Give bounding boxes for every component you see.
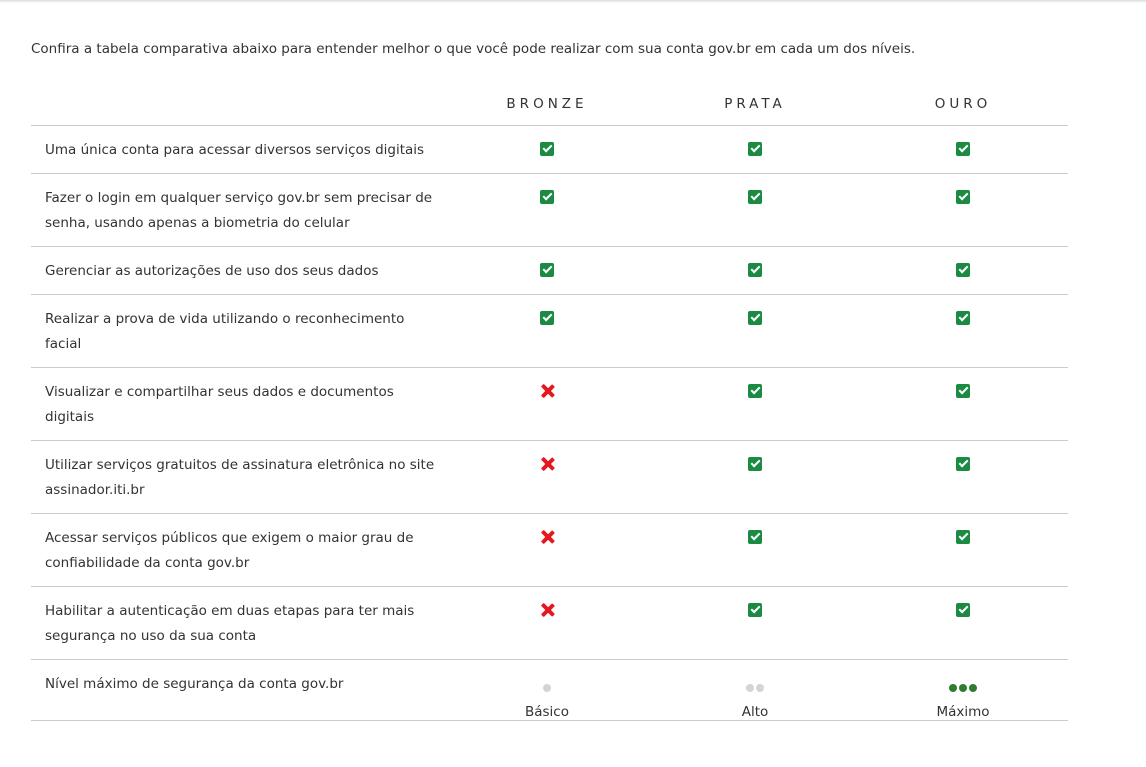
table-row: Visualizar e compartilhar seus dados e d… xyxy=(31,367,1068,441)
table-row: Fazer o login em qualquer serviço gov.br… xyxy=(31,173,1068,247)
cell-ouro xyxy=(859,513,1067,587)
security-dots xyxy=(443,683,651,694)
security-dots xyxy=(859,683,1067,694)
cell-ouro xyxy=(859,367,1067,441)
security-level-prata: Alto xyxy=(651,659,859,721)
check-square-icon xyxy=(748,383,762,398)
dot-icon xyxy=(756,683,764,692)
feature-label: Visualizar e compartilhar seus dados e d… xyxy=(31,367,443,441)
feature-label: Utilizar serviços gratuitos de assinatur… xyxy=(31,440,443,514)
check-square-icon xyxy=(748,602,762,617)
x-mark-icon xyxy=(539,456,555,472)
cell-bronze xyxy=(443,125,651,174)
check-square-icon xyxy=(748,310,762,325)
check-square-icon xyxy=(956,383,970,398)
feature-label: Fazer o login em qualquer serviço gov.br… xyxy=(31,173,443,247)
check-square-icon xyxy=(956,529,970,544)
dot-icon xyxy=(543,683,551,692)
cell-bronze xyxy=(443,246,651,295)
header-bronze: BRONZE xyxy=(443,84,651,126)
cell-bronze xyxy=(443,440,651,514)
cell-ouro xyxy=(859,173,1067,247)
security-level-label: Máximo xyxy=(936,703,990,720)
header-feature xyxy=(31,84,443,126)
cell-bronze xyxy=(443,294,651,368)
check-square-icon xyxy=(956,189,970,204)
cell-prata xyxy=(651,586,859,660)
feature-label: Uma única conta para acessar diversos se… xyxy=(31,125,443,174)
table-body: Uma única conta para acessar diversos se… xyxy=(31,125,1068,721)
check-square-icon xyxy=(956,310,970,325)
table-row: Uma única conta para acessar diversos se… xyxy=(31,125,1068,174)
cell-bronze xyxy=(443,173,651,247)
header-prata: PRATA xyxy=(651,84,859,126)
cell-prata xyxy=(651,246,859,295)
cell-prata xyxy=(651,294,859,368)
cell-prata xyxy=(651,125,859,174)
security-level-label: Alto xyxy=(741,703,769,720)
dot-icon xyxy=(949,683,957,692)
table-row: Realizar a prova de vida utilizando o re… xyxy=(31,294,1068,368)
security-level-row: Nível máximo de segurança da conta gov.b… xyxy=(31,659,1068,721)
table-row: Utilizar serviços gratuitos de assinatur… xyxy=(31,440,1068,514)
cell-bronze xyxy=(443,513,651,587)
x-mark-icon xyxy=(539,529,555,545)
cell-prata xyxy=(651,440,859,514)
feature-label: Nível máximo de segurança da conta gov.b… xyxy=(31,659,443,721)
dot-icon xyxy=(969,683,977,692)
table-row: Acessar serviços públicos que exigem o m… xyxy=(31,513,1068,587)
check-square-icon xyxy=(956,602,970,617)
check-square-icon xyxy=(956,141,970,156)
x-mark-icon xyxy=(539,383,555,399)
cell-prata xyxy=(651,367,859,441)
comparison-table: BRONZE PRATA OURO Uma única conta para a… xyxy=(31,84,1068,721)
cell-bronze xyxy=(443,586,651,660)
dot-icon xyxy=(746,683,754,692)
dot-icon xyxy=(959,683,967,692)
cell-ouro xyxy=(859,294,1067,368)
intro-text: Confira a tabela comparativa abaixo para… xyxy=(31,41,916,57)
check-square-icon xyxy=(956,456,970,471)
cell-prata xyxy=(651,173,859,247)
security-level-ouro: Máximo xyxy=(859,659,1067,721)
x-mark-icon xyxy=(539,602,555,618)
check-square-icon xyxy=(748,456,762,471)
check-square-icon xyxy=(540,262,554,277)
feature-label: Realizar a prova de vida utilizando o re… xyxy=(31,294,443,368)
feature-label: Acessar serviços públicos que exigem o m… xyxy=(31,513,443,587)
cell-ouro xyxy=(859,586,1067,660)
check-square-icon xyxy=(748,189,762,204)
feature-label: Habilitar a autenticação em duas etapas … xyxy=(31,586,443,660)
table-row: Habilitar a autenticação em duas etapas … xyxy=(31,586,1068,660)
cell-prata xyxy=(651,513,859,587)
security-level-bronze: Básico xyxy=(443,659,651,721)
cell-ouro xyxy=(859,246,1067,295)
cell-bronze xyxy=(443,367,651,441)
cell-ouro xyxy=(859,440,1067,514)
table-row: Gerenciar as autorizações de uso dos seu… xyxy=(31,246,1068,295)
check-square-icon xyxy=(540,310,554,325)
check-square-icon xyxy=(540,141,554,156)
check-square-icon xyxy=(748,141,762,156)
check-square-icon xyxy=(748,262,762,277)
header-ouro: OURO xyxy=(859,84,1067,126)
check-square-icon xyxy=(956,262,970,277)
cell-ouro xyxy=(859,125,1067,174)
check-square-icon xyxy=(540,189,554,204)
feature-label: Gerenciar as autorizações de uso dos seu… xyxy=(31,246,443,295)
security-level-label: Básico xyxy=(524,703,569,720)
table-header-row: BRONZE PRATA OURO xyxy=(31,84,1068,126)
check-square-icon xyxy=(748,529,762,544)
security-dots xyxy=(651,683,859,694)
top-shadow xyxy=(0,0,1146,3)
